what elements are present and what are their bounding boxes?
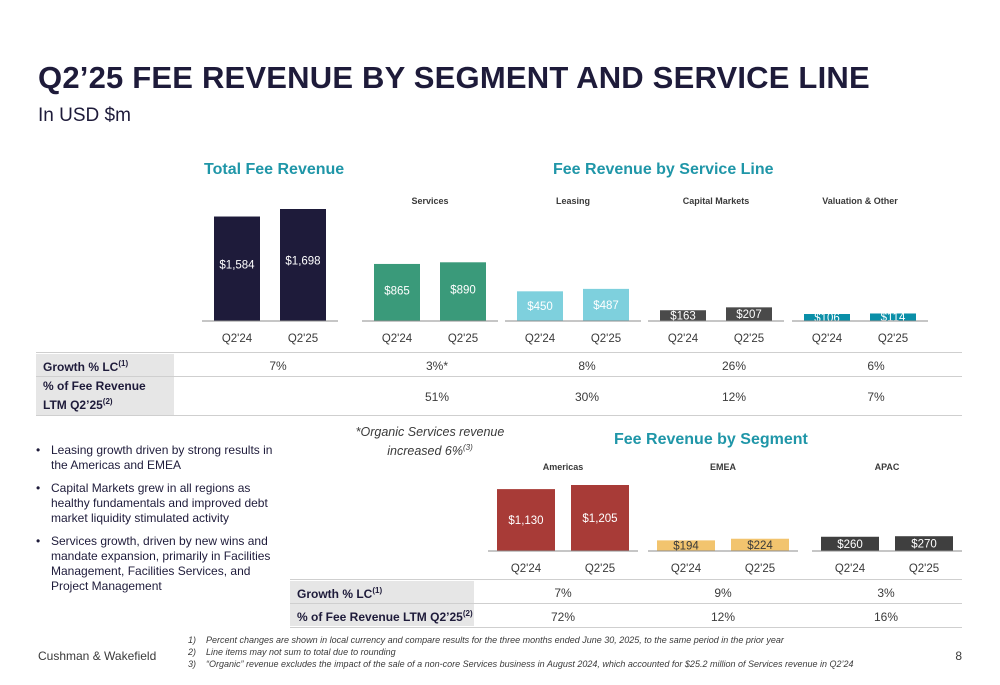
commentary-bullets: Leasing growth driven by strong results …	[36, 443, 286, 602]
valuation-other-category-label: Q2'25	[878, 333, 908, 345]
services-value-label: $890	[450, 285, 476, 297]
americas-panel-title: Americas	[543, 462, 584, 472]
page-subtitle: In USD $m	[38, 105, 131, 126]
share-apac: 16%	[873, 610, 899, 624]
total-fee-revenue-bar	[280, 209, 326, 321]
capital-markets-value-label: $207	[736, 309, 762, 321]
share-services: 51%	[424, 390, 450, 404]
total-fee-revenue-bar	[214, 216, 260, 321]
valuation-other-bar	[870, 313, 916, 321]
top-table-divider	[36, 376, 962, 377]
emea-bar	[657, 540, 715, 551]
page-number: 8	[955, 649, 962, 663]
company-footer: Cushman & Wakefield	[38, 649, 157, 663]
americas-value-label: $1,205	[582, 513, 617, 525]
bullet-item: Leasing growth driven by strong results …	[36, 443, 286, 473]
leasing-category-label: Q2'24	[525, 333, 556, 345]
service-line-charts: $1,584 Q2'24 $1,698 Q2'25 Services $865 Q2'24 $…	[202, 196, 928, 345]
capital-markets-panel-title: Capital Markets	[683, 196, 750, 206]
apac-category-label: Q2'25	[909, 563, 939, 575]
valuation-other-value-label: $106	[814, 313, 840, 325]
services-category-label: Q2'25	[448, 333, 478, 345]
apac-value-label: $260	[837, 539, 863, 551]
bottom-table-divider	[290, 603, 962, 604]
services-panel-title: Services	[411, 196, 448, 206]
apac-bar	[821, 536, 879, 551]
capital-markets-category-label: Q2'25	[734, 333, 764, 345]
share-americas: 72%	[550, 610, 576, 624]
apac-value-label: $270	[911, 539, 937, 551]
emea-value-label: $194	[673, 541, 699, 553]
americas-category-label: Q2'25	[585, 563, 615, 575]
footnote-item: 1) Percent changes are shown in local cur…	[188, 635, 784, 645]
bullet-item: Services growth, driven by new wins and …	[36, 534, 286, 594]
top-table-divider	[36, 415, 962, 416]
total-fee-revenue-category-label: Q2'24	[222, 333, 253, 345]
services-value-label: $865	[384, 286, 410, 298]
total-fee-revenue-heading: Total Fee Revenue	[204, 161, 345, 178]
growth-capital-markets: 26%	[721, 359, 747, 373]
total-fee-revenue-value-label: $1,698	[285, 255, 320, 267]
growth-leasing: 8%	[578, 359, 596, 373]
bottom-growth-label: Growth % LC(1)	[290, 581, 474, 603]
americas-category-label: Q2'24	[511, 563, 542, 575]
growth-services: 3%*	[425, 359, 448, 373]
total-fee-revenue-category-label: Q2'25	[288, 333, 318, 345]
americas-bar	[497, 489, 555, 551]
share-capital-markets: 12%	[721, 390, 747, 404]
growth-valuation: 6%	[867, 359, 885, 373]
service-line-heading: Fee Revenue by Service Line	[553, 161, 774, 178]
leasing-panel-title: Leasing	[556, 196, 590, 206]
share-emea: 12%	[710, 610, 736, 624]
emea-bar	[731, 538, 789, 551]
top-share-label: % of Fee Revenue LTM Q2’25(2)	[36, 377, 174, 415]
leasing-bar	[583, 288, 629, 321]
leasing-value-label: $487	[593, 300, 619, 312]
valuation-other-value-label: $114	[881, 312, 906, 324]
leasing-bar	[517, 291, 563, 321]
growth-emea: 9%	[714, 586, 732, 600]
footnotes: 1) Percent changes are shown in local cur…	[188, 634, 854, 670]
emea-category-label: Q2'24	[671, 563, 702, 575]
valuation-other-panel-title: Valuation & Other	[822, 196, 898, 206]
emea-value-label: $224	[747, 540, 773, 552]
organic-services-note: *Organic Services revenue increased 6%(3…	[355, 425, 505, 459]
top-growth-label: Growth % LC(1)	[36, 354, 174, 376]
growth-apac: 3%	[877, 586, 895, 600]
segment-charts: Americas $1,130 Q2'24 $1,205 Q2'25 EMEA $194 Q2…	[488, 462, 962, 575]
share-valuation: 7%	[867, 390, 885, 404]
services-bar	[440, 262, 486, 321]
emea-category-label: Q2'25	[745, 563, 775, 575]
bullet-item: Capital Markets grew in all regions as h…	[36, 481, 286, 526]
leasing-category-label: Q2'25	[591, 333, 621, 345]
segment-heading: Fee Revenue by Segment	[614, 431, 808, 448]
services-category-label: Q2'24	[382, 333, 413, 345]
growth-total: 7%	[269, 359, 287, 373]
valuation-other-category-label: Q2'24	[812, 333, 843, 345]
total-fee-revenue-value-label: $1,584	[219, 260, 255, 272]
emea-panel-title: EMEA	[710, 462, 737, 472]
bottom-table-divider	[290, 579, 962, 580]
page-title: Q2’25 FEE REVENUE BY SEGMENT AND SERVICE…	[38, 60, 870, 95]
apac-bar	[895, 536, 953, 551]
footnote-item: 3) “Organic” revenue excludes the impact …	[188, 659, 854, 669]
bottom-share-label: % of Fee Revenue LTM Q2’25(2)	[290, 604, 474, 626]
share-leasing: 30%	[574, 390, 600, 404]
americas-value-label: $1,130	[508, 515, 543, 527]
apac-category-label: Q2'24	[835, 563, 866, 575]
capital-markets-category-label: Q2'24	[668, 333, 699, 345]
top-table-divider	[36, 352, 962, 353]
apac-panel-title: APAC	[875, 462, 900, 472]
valuation-other-bar	[804, 314, 850, 321]
services-bar	[374, 263, 420, 321]
footnote-item: 2) Line items may not sum to total due to…	[188, 647, 396, 657]
capital-markets-value-label: $163	[670, 311, 696, 323]
leasing-value-label: $450	[527, 301, 553, 313]
capital-markets-bar	[660, 310, 706, 321]
americas-bar	[571, 485, 629, 551]
capital-markets-bar	[726, 307, 772, 321]
growth-americas: 7%	[554, 586, 572, 600]
bottom-table-divider	[290, 627, 962, 628]
